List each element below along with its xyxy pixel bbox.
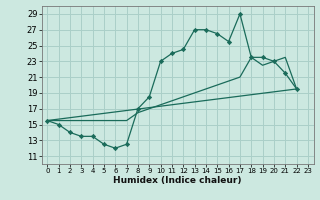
X-axis label: Humidex (Indice chaleur): Humidex (Indice chaleur) [113, 176, 242, 185]
